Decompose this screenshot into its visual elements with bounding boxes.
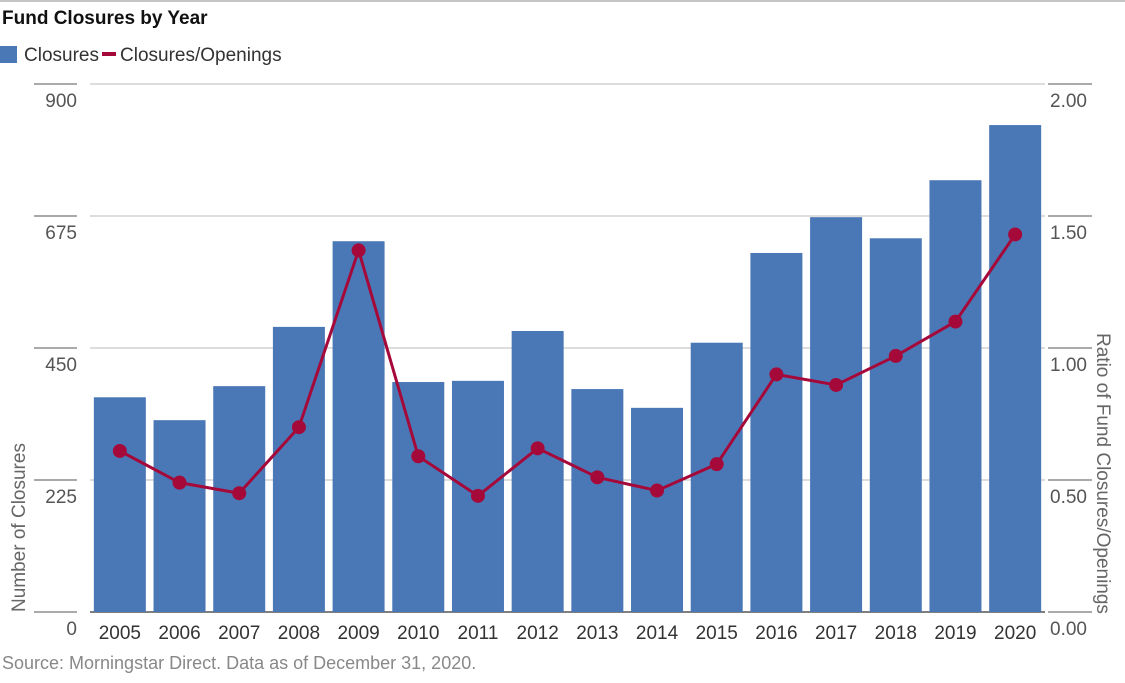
y-tick-label: 450 [45, 355, 77, 376]
x-tick-label: 2016 [755, 623, 797, 644]
bar-2009 [332, 241, 385, 612]
legend: Closures Closures/Openings [0, 45, 282, 66]
bar-2019 [929, 180, 982, 613]
legend-swatch-closures [0, 46, 17, 63]
ratio-point-2006 [172, 475, 187, 490]
x-tick-label: 2008 [278, 623, 320, 644]
bar-2014 [631, 407, 684, 612]
ratio-point-2013 [590, 470, 605, 485]
y2-tick-label: 0.50 [1050, 487, 1087, 508]
ratio-point-2007 [232, 486, 247, 501]
y-tick-label: 675 [45, 223, 77, 244]
y-tick-label: 225 [45, 487, 77, 508]
bar-2018 [869, 238, 922, 612]
x-tick-label: 2013 [576, 623, 618, 644]
ratio-point-2008 [291, 420, 306, 435]
x-tick-label: 2007 [218, 623, 260, 644]
ratio-point-2020 [1008, 227, 1023, 242]
bar-2013 [571, 389, 624, 612]
ratio-point-2017 [829, 377, 844, 392]
bar-2017 [810, 217, 863, 612]
y2-tick-label: 1.00 [1050, 355, 1087, 376]
x-tick-label: 2012 [517, 623, 559, 644]
x-tick-label: 2006 [158, 623, 200, 644]
x-tick-label: 2017 [815, 623, 857, 644]
bar-2020 [989, 125, 1042, 613]
x-tick-label: 2009 [337, 623, 379, 644]
bar-2010 [392, 382, 445, 612]
bar-2005 [93, 397, 146, 612]
x-tick-label: 2010 [397, 623, 439, 644]
y2-axis-label: Ratio of Fund Closures/Openings [1092, 333, 1113, 614]
ratio-point-2005 [112, 443, 127, 458]
y2-tick-label: 0.00 [1050, 619, 1087, 640]
x-tick-label: 2019 [934, 623, 976, 644]
bar-2012 [511, 330, 564, 612]
y-tick-label: 900 [45, 91, 77, 112]
ratio-point-2009 [351, 243, 366, 258]
ratio-point-2011 [470, 488, 485, 503]
ratio-point-2018 [888, 348, 903, 363]
x-tick-label: 2020 [994, 623, 1036, 644]
legend-swatch-ratio [102, 52, 116, 56]
y-axis-label: Number of Closures [9, 443, 30, 612]
bar-2016 [750, 252, 803, 612]
x-tick-label: 2011 [458, 623, 499, 644]
ratio-point-2016 [769, 367, 784, 382]
chart-title: Fund Closures by Year [2, 8, 208, 29]
x-tick-label: 2015 [696, 623, 738, 644]
x-tick-label: 2005 [99, 623, 141, 644]
y2-tick-label: 2.00 [1050, 91, 1087, 112]
ratio-point-2012 [530, 441, 545, 456]
ratio-point-2019 [948, 314, 963, 329]
bar-2015 [690, 342, 743, 612]
legend-label-closures: Closures [24, 45, 99, 66]
y-tick-label: 0 [66, 619, 77, 640]
ratio-point-2015 [709, 457, 724, 472]
source-note: Source: Morningstar Direct. Data as of D… [2, 653, 476, 673]
y2-tick-label: 1.50 [1050, 223, 1087, 244]
bar-2006 [153, 420, 206, 612]
ratio-point-2010 [411, 449, 426, 464]
x-tick-label: 2018 [875, 623, 917, 644]
legend-label-ratio: Closures/Openings [120, 45, 282, 66]
ratio-line [119, 233, 1017, 498]
x-tick-label: 2014 [636, 623, 679, 644]
ratio-point-2014 [650, 483, 665, 498]
